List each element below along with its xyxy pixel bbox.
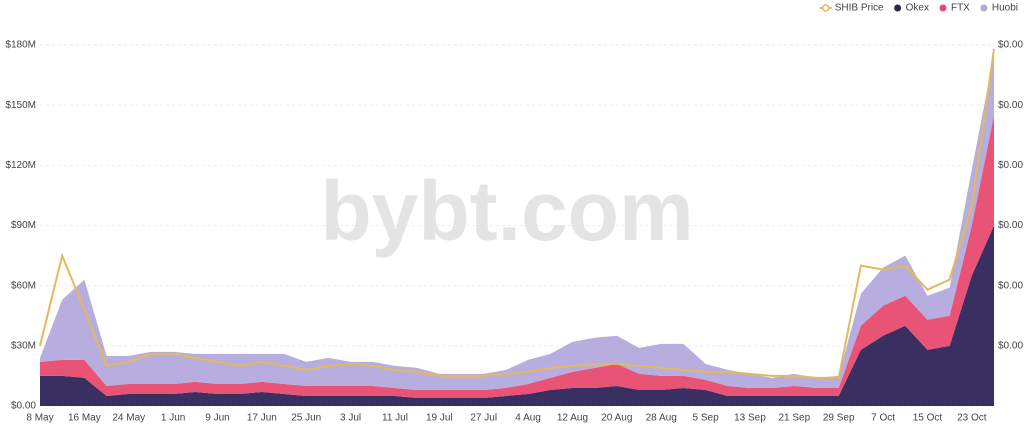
legend-marker: [980, 4, 988, 12]
y2-tick-label: $0.00: [998, 280, 1023, 291]
y2-tick-label: $0.00: [998, 100, 1023, 111]
x-tick-label: 27 Jul: [470, 413, 497, 424]
y-tick-label: $120M: [5, 160, 36, 171]
x-tick-label: 5 Sep: [693, 413, 720, 424]
x-tick-label: 23 Oct: [957, 413, 987, 424]
x-tick-label: 4 Aug: [515, 413, 541, 424]
legend-label: Okex: [906, 3, 929, 14]
y2-tick-label: $0.00: [998, 220, 1023, 231]
legend-marker: [939, 4, 947, 12]
watermark: bybt.com: [320, 164, 693, 258]
y-tick-label: $60M: [11, 280, 36, 291]
y-tick-label: $30M: [11, 340, 36, 351]
legend-label: FTX: [951, 3, 970, 14]
x-tick-label: 8 May: [26, 413, 53, 424]
y-tick-label: $180M: [5, 40, 36, 51]
x-tick-label: 9 Jun: [205, 413, 229, 424]
legend-label: SHIB Price: [835, 3, 884, 14]
x-tick-label: 15 Oct: [913, 413, 943, 424]
area: [40, 225, 994, 406]
x-tick-label: 24 May: [112, 413, 145, 424]
y2-tick-label: $0.00: [998, 160, 1023, 171]
x-tick-label: 13 Sep: [734, 413, 766, 424]
area: [40, 55, 994, 390]
y-tick-label: $0.00: [11, 401, 36, 412]
y2-tick-label: $0.00: [998, 340, 1023, 351]
x-tick-label: 20 Aug: [601, 413, 632, 424]
x-tick-label: 28 Aug: [646, 413, 677, 424]
legend-label: Huobi: [992, 3, 1018, 14]
x-tick-label: 16 May: [68, 413, 101, 424]
x-tick-label: 17 Jun: [247, 413, 277, 424]
x-tick-label: 21 Sep: [778, 413, 810, 424]
price-line: [39, 48, 995, 379]
y-tick-label: $90M: [11, 220, 36, 231]
y2-tick-label: $0.00: [998, 40, 1023, 51]
x-tick-label: 25 Jun: [291, 413, 321, 424]
y-tick-label: $150M: [5, 100, 36, 111]
x-tick-label: 29 Sep: [823, 413, 855, 424]
x-tick-label: 7 Oct: [871, 413, 895, 424]
legend-marker: [821, 4, 830, 12]
x-tick-label: 12 Aug: [557, 413, 588, 424]
x-tick-label: 11 Jul: [382, 413, 408, 424]
legend-marker: [894, 4, 902, 12]
x-tick-label: 19 Jul: [426, 413, 453, 424]
x-tick-label: 3 Jul: [340, 413, 361, 424]
x-tick-label: 1 Jun: [161, 413, 185, 424]
